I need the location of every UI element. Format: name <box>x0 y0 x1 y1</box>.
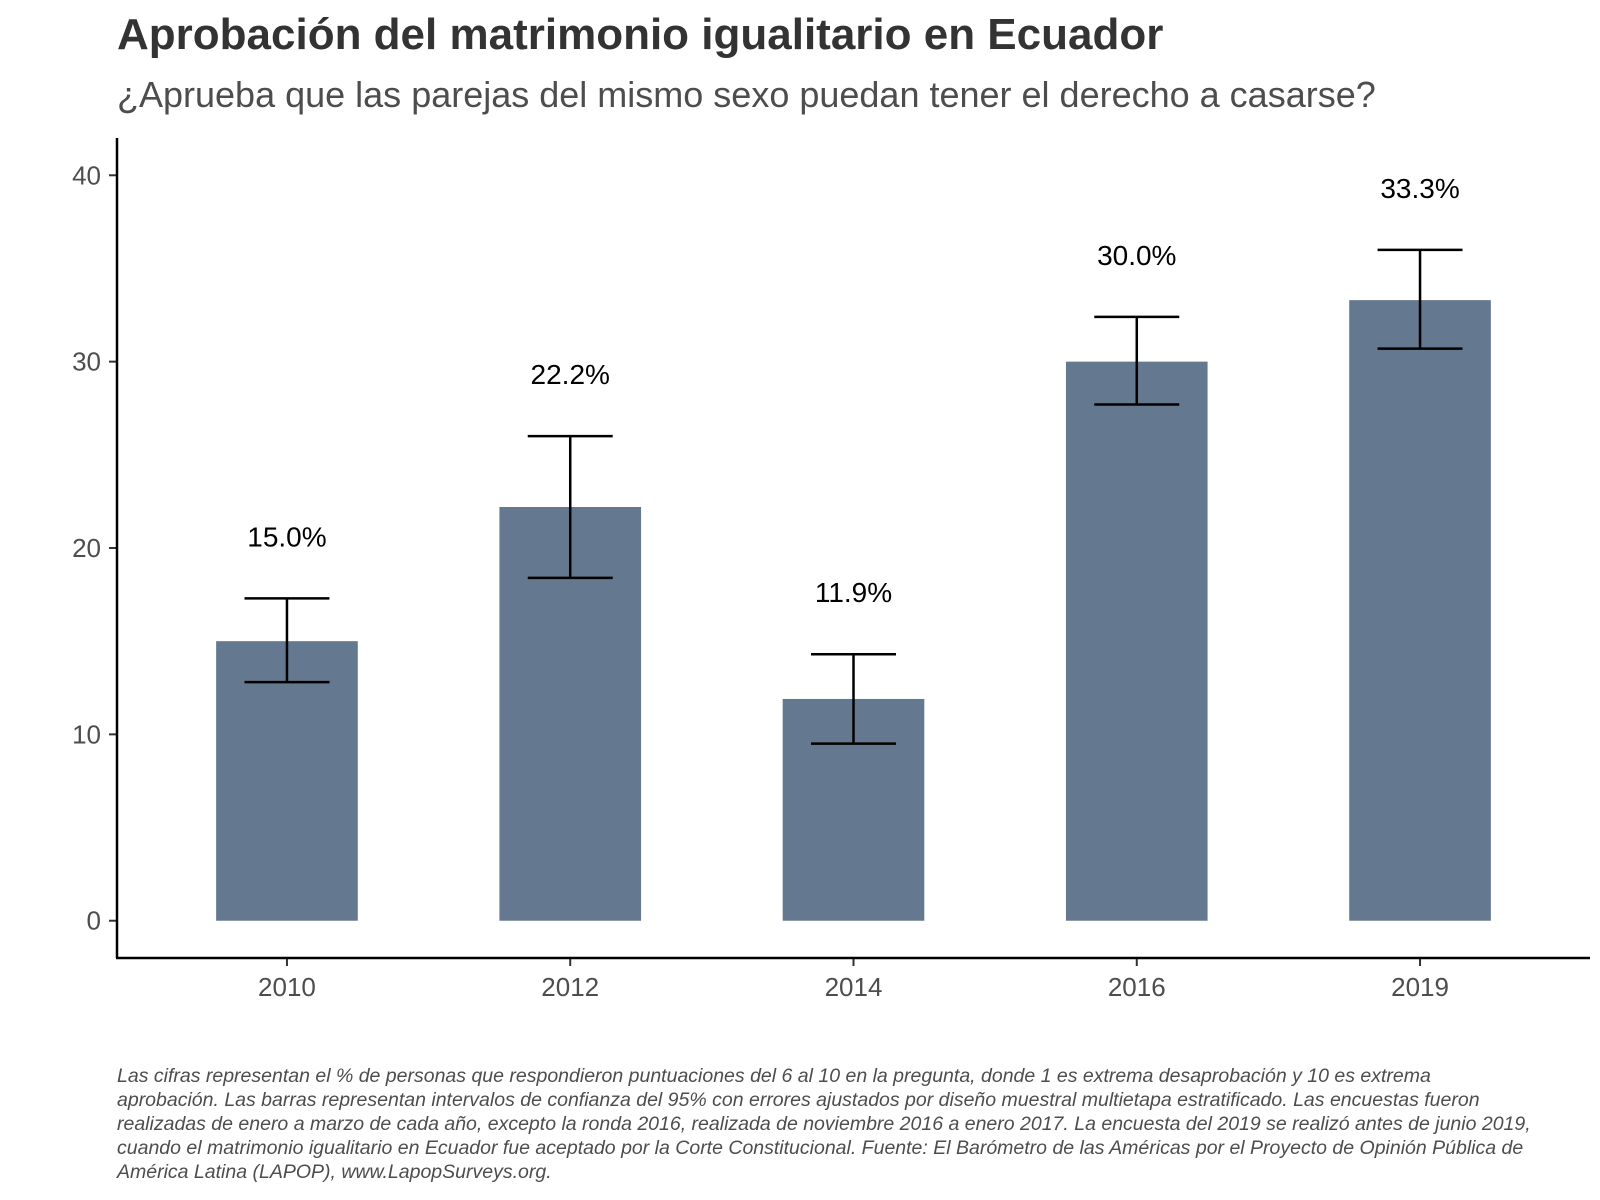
error-bar-2012 <box>527 434 613 580</box>
bar-2016 <box>1065 361 1208 921</box>
y-tick-label-40: 40 <box>72 160 101 190</box>
axes-layer: 2010 2012 2014 2016 2019 0 10 20 30 40 <box>72 138 1590 1002</box>
y-tick-label-10: 10 <box>72 719 101 749</box>
error-bar-2014 <box>811 652 896 745</box>
data-label-2019: 33.3% <box>1380 173 1459 204</box>
data-label-2012: 22.2% <box>531 359 610 390</box>
x-tick-label-2014: 2014 <box>825 972 883 1002</box>
error-bar-2019 <box>1377 248 1463 350</box>
chart-title: Aprobación del matrimonio igualitario en… <box>117 10 1164 59</box>
x-tick-label-2016: 2016 <box>1108 972 1166 1002</box>
bar-2019 <box>1349 300 1491 921</box>
data-label-2014: 11.9% <box>815 577 892 608</box>
y-tick-label-0: 0 <box>87 906 101 936</box>
error-bars-layer <box>244 248 1463 745</box>
data-labels-layer: 15.0% 22.2% 11.9% 30.0% 33.3% <box>247 173 1459 608</box>
y-tick-label-20: 20 <box>72 533 101 563</box>
error-bar-2010 <box>244 597 330 684</box>
error-bar-2016 <box>1094 315 1180 406</box>
bar-2010 <box>216 641 358 921</box>
x-tick-label-2012: 2012 <box>541 972 599 1002</box>
x-tick-label-2010: 2010 <box>258 972 316 1002</box>
chart-caption: Las cifras representan el % de personas … <box>117 1065 1531 1183</box>
bar-chart: 15.0%22.2%11.9%30.0%33.3% 2010 2012 2014 20… <box>72 138 1590 1002</box>
chart-subtitle: ¿Aprueba que las parejas del mismo sexo … <box>117 74 1376 115</box>
y-tick-label-30: 30 <box>72 347 101 377</box>
data-label-2010: 15.0% <box>247 521 326 552</box>
bars-layer <box>216 300 1491 921</box>
x-tick-label-2019: 2019 <box>1391 972 1449 1002</box>
data-label-2016: 30.0% <box>1097 240 1176 271</box>
